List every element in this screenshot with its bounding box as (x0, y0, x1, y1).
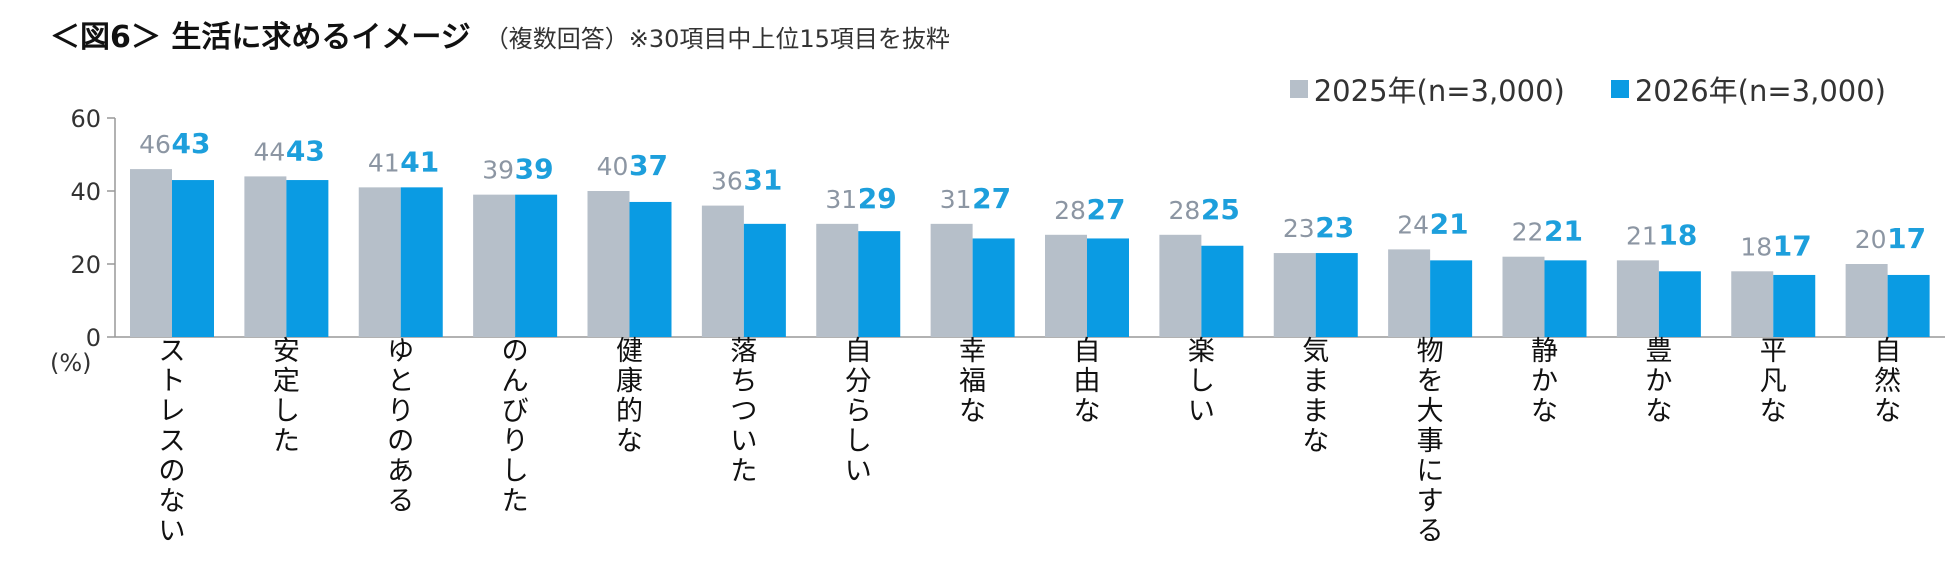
category-label: 自然な (1874, 336, 1901, 427)
data-label-2026: 31 (743, 164, 782, 197)
legend-item-2025: 2025年(n=3,000) (1289, 68, 1565, 110)
category-label: ゆとりのある (387, 336, 414, 517)
title-main: ＜図6＞ 生活に求めるイメージ (50, 20, 471, 55)
bar-2025 (1616, 260, 1659, 337)
bar-2025 (930, 223, 973, 337)
data-label-2025: 46 (139, 130, 171, 159)
category-label: 楽しい (1188, 336, 1215, 427)
bar-2025 (1731, 271, 1774, 337)
bar-2025 (1388, 249, 1431, 337)
bar-2025 (358, 187, 401, 337)
data-label-2025: 28 (1168, 196, 1200, 225)
bar-2026 (1544, 260, 1587, 337)
bar-2025 (244, 176, 287, 337)
category-label: 自分らしい (845, 336, 872, 487)
data-label-2026: 21 (1430, 207, 1469, 240)
data-label-2026: 18 (1658, 218, 1697, 251)
bar-2026 (1658, 271, 1701, 337)
category-label: 落ちついた (730, 336, 757, 487)
bar-2026 (858, 231, 901, 337)
legend-label-2025: 2025年(n=3,000) (1313, 74, 1565, 108)
bar-2026 (1087, 238, 1129, 337)
data-label-2025: 24 (1397, 210, 1429, 239)
data-label-2025: 41 (368, 148, 400, 177)
data-label-2026: 17 (1887, 222, 1926, 255)
data-label-2026: 43 (286, 134, 325, 167)
category-label: 気ままな (1302, 336, 1329, 457)
bar-2025 (473, 194, 516, 337)
data-label-2026: 27 (972, 182, 1011, 215)
chart-title: ＜図6＞ 生活に求めるイメージ （複数回答）※30項目中上位15項目を抜粋 (50, 12, 950, 56)
legend-label-2026: 2026年(n=3,000) (1634, 74, 1886, 108)
bar-2026 (1773, 274, 1816, 337)
bar-2025 (1273, 253, 1316, 337)
bar-2026 (400, 187, 443, 337)
data-label-2026: 37 (629, 149, 668, 182)
bar-2026 (629, 201, 672, 337)
bar-2026 (1430, 260, 1473, 337)
y-tick-label: 0 (86, 324, 101, 352)
y-tick-label: 40 (70, 178, 101, 206)
category-label: 安定した (273, 336, 300, 457)
data-label-2025: 44 (253, 137, 285, 166)
bar-2026 (1201, 245, 1244, 337)
data-label-2025: 39 (482, 156, 514, 185)
category-label: のんびりした (502, 336, 529, 517)
bar-2025 (1845, 264, 1888, 337)
data-label-2026: 17 (1773, 229, 1812, 262)
data-label-2025: 40 (597, 152, 629, 181)
category-label: 物を大事にする (1417, 336, 1444, 547)
data-label-2025: 20 (1855, 225, 1887, 254)
data-label-2026: 27 (1087, 193, 1126, 226)
bar-2025 (130, 169, 172, 337)
category-label: 健康的な (616, 336, 643, 457)
bar-2026 (972, 238, 1015, 337)
bar-2025 (1045, 234, 1087, 337)
bar-2025 (816, 223, 859, 337)
category-label: ストレスのない (159, 336, 186, 547)
category-label: 幸福な (959, 336, 986, 427)
category-label: 自由な (1074, 336, 1101, 427)
bar-2026 (515, 194, 558, 337)
data-label-2025: 31 (940, 185, 972, 214)
data-label-2025: 31 (825, 185, 857, 214)
bar-2025 (701, 205, 744, 337)
title-subtitle: （複数回答）※30項目中上位15項目を抜粋 (484, 25, 950, 53)
category-label: 平凡な (1760, 336, 1787, 427)
bar-2026 (1315, 253, 1358, 337)
bar-2025 (1159, 234, 1202, 337)
bar-2026 (172, 180, 214, 337)
data-label-2026: 39 (515, 153, 554, 186)
bar-2025 (587, 191, 630, 337)
category-label: 豊かな (1645, 336, 1672, 427)
data-label-2026: 25 (1201, 193, 1240, 226)
legend-item-2026: 2026年(n=3,000) (1610, 68, 1886, 110)
y-tick-label: 20 (70, 251, 101, 279)
bar-2026 (1887, 274, 1930, 337)
legend: 2025年(n=3,000) 2026年(n=3,000) (1289, 68, 1886, 110)
bar-2026 (743, 223, 786, 337)
data-label-2026: 43 (172, 127, 211, 160)
data-label-2025: 23 (1283, 214, 1315, 243)
legend-swatch-2025 (1289, 80, 1308, 98)
data-label-2025: 28 (1054, 196, 1086, 225)
bar-2025 (1502, 256, 1545, 337)
data-label-2025: 18 (1740, 232, 1772, 261)
data-label-2026: 23 (1315, 211, 1354, 244)
y-tick-label: 60 (70, 105, 101, 133)
data-label-2026: 41 (400, 145, 439, 178)
data-label-2026: 21 (1544, 215, 1583, 248)
data-label-2025: 22 (1512, 218, 1544, 247)
bar-2026 (286, 180, 329, 337)
data-label-2026: 29 (858, 182, 897, 215)
data-label-2025: 36 (711, 167, 743, 196)
data-label-2025: 21 (1626, 221, 1658, 250)
legend-swatch-2026 (1610, 80, 1629, 98)
category-label: 静かな (1531, 336, 1558, 427)
y-unit-label: (%) (50, 349, 92, 377)
